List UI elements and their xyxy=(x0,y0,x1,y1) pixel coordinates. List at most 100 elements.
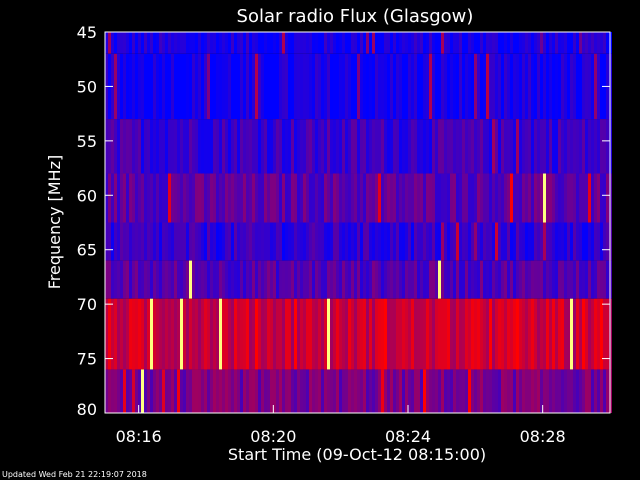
heat-cell xyxy=(570,369,573,413)
heat-cell xyxy=(267,260,270,299)
heat-cell xyxy=(240,222,243,261)
heat-cell xyxy=(339,260,342,299)
heat-cell xyxy=(498,53,501,120)
heat-cell xyxy=(465,222,468,261)
heat-cell xyxy=(354,260,357,299)
heat-cell xyxy=(162,32,165,54)
heat-cell xyxy=(507,173,510,223)
heat-cell xyxy=(564,119,567,174)
heat-cell xyxy=(396,173,399,223)
heat-cell xyxy=(201,119,204,174)
heat-cell xyxy=(474,260,477,299)
heat-cell xyxy=(108,260,111,299)
heat-cell xyxy=(555,222,558,261)
heat-cell xyxy=(228,260,231,299)
heat-cell xyxy=(504,119,507,174)
heat-cell xyxy=(390,298,393,370)
heat-cell xyxy=(561,119,564,174)
heat-cell xyxy=(339,369,342,413)
heat-cell xyxy=(294,298,297,370)
heat-cell xyxy=(405,53,408,120)
heat-cell xyxy=(138,369,141,413)
heat-cell xyxy=(183,260,186,299)
heat-cell xyxy=(387,222,390,261)
heat-cell xyxy=(372,222,375,261)
heat-cell xyxy=(261,298,264,370)
heat-cell xyxy=(504,53,507,120)
heat-cell xyxy=(195,298,198,370)
heat-cell xyxy=(435,260,438,299)
heat-cell xyxy=(333,119,336,174)
heat-cell xyxy=(267,119,270,174)
heat-cell xyxy=(408,369,411,413)
heat-cell xyxy=(174,369,177,413)
heat-cell xyxy=(525,173,528,223)
heat-cell xyxy=(600,32,603,54)
heat-cell xyxy=(558,369,561,413)
heat-cell xyxy=(105,369,108,413)
heat-cell xyxy=(558,260,561,299)
heat-cell xyxy=(336,173,339,223)
heat-cell xyxy=(138,119,141,174)
heat-cell xyxy=(168,260,171,299)
heat-cell xyxy=(402,260,405,299)
heat-cell xyxy=(459,298,462,370)
heat-cell xyxy=(552,298,555,370)
heat-cell xyxy=(276,222,279,261)
heat-cell xyxy=(291,119,294,174)
heat-cell xyxy=(174,32,177,54)
heat-cell xyxy=(384,32,387,54)
heat-cell xyxy=(243,173,246,223)
heat-cell xyxy=(342,260,345,299)
heat-cell xyxy=(447,260,450,299)
heat-cell xyxy=(456,53,459,120)
heat-cell xyxy=(222,260,225,299)
heat-cell xyxy=(417,53,420,120)
heat-cell xyxy=(249,298,252,370)
heat-cell xyxy=(381,173,384,223)
heat-cell xyxy=(252,222,255,261)
heat-cell xyxy=(300,173,303,223)
heat-cell xyxy=(114,369,117,413)
heat-cell xyxy=(225,119,228,174)
heat-cell xyxy=(549,260,552,299)
heat-cell xyxy=(339,32,342,54)
heat-cell xyxy=(594,369,597,413)
heat-cell xyxy=(324,222,327,261)
heat-cell xyxy=(231,260,234,299)
heat-cell xyxy=(477,222,480,261)
heat-cell xyxy=(294,369,297,413)
heat-cell xyxy=(531,119,534,174)
heat-cell xyxy=(180,53,183,120)
heat-cell xyxy=(567,222,570,261)
heat-cell xyxy=(261,119,264,174)
heat-cell xyxy=(372,260,375,299)
heat-cell xyxy=(546,119,549,174)
heat-cell xyxy=(540,32,543,54)
heat-cell xyxy=(372,298,375,370)
heat-cell xyxy=(489,173,492,223)
heat-cell xyxy=(579,32,582,54)
heat-cell xyxy=(591,222,594,261)
heat-cell xyxy=(597,369,600,413)
heat-cell xyxy=(525,119,528,174)
heat-cell xyxy=(405,260,408,299)
heat-cell xyxy=(162,53,165,120)
heat-cell xyxy=(150,173,153,223)
heat-cell xyxy=(177,222,180,261)
heat-cell xyxy=(408,119,411,174)
heat-cell xyxy=(288,260,291,299)
heat-cell xyxy=(129,298,132,370)
heat-cell xyxy=(126,260,129,299)
heat-cell xyxy=(129,260,132,299)
heat-cell xyxy=(471,173,474,223)
heat-cell xyxy=(537,260,540,299)
heat-cell xyxy=(264,119,267,174)
heat-cell xyxy=(381,260,384,299)
heat-cell xyxy=(150,32,153,54)
heat-cell xyxy=(567,53,570,120)
heat-cell xyxy=(141,119,144,174)
heat-cell xyxy=(507,32,510,54)
band-1 xyxy=(105,53,612,120)
heat-cell xyxy=(171,260,174,299)
